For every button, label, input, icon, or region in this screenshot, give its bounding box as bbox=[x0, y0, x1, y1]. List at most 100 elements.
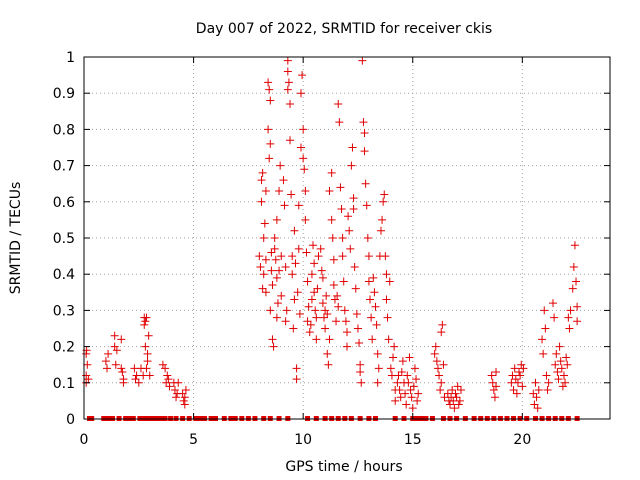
data-point-marker bbox=[563, 360, 572, 369]
data-point-marker bbox=[321, 306, 330, 315]
data-point-marker bbox=[290, 226, 299, 235]
data-point-marker bbox=[294, 244, 303, 253]
data-point-marker bbox=[283, 56, 292, 65]
data-point-marker bbox=[367, 313, 376, 322]
data-point-marker bbox=[509, 386, 518, 395]
data-point-marker bbox=[338, 234, 347, 242]
data-point-marker bbox=[314, 252, 323, 261]
data-point-marker bbox=[271, 255, 280, 264]
data-point-marker bbox=[318, 273, 327, 282]
data-point-marker bbox=[270, 244, 279, 253]
data-point-marker bbox=[517, 360, 526, 369]
data-point-marker bbox=[269, 342, 278, 351]
data-point-marker bbox=[317, 266, 326, 275]
data-point-marker bbox=[323, 310, 332, 319]
data-point-marker bbox=[321, 324, 330, 333]
data-point-marker bbox=[306, 320, 315, 329]
data-point-marker bbox=[490, 393, 499, 402]
data-point-marker bbox=[273, 299, 282, 308]
data-point-marker bbox=[143, 349, 152, 358]
data-point-marker bbox=[255, 252, 264, 261]
data-point-marker bbox=[309, 241, 318, 250]
data-point-marker bbox=[328, 234, 337, 242]
data-point-marker bbox=[454, 400, 463, 409]
data-point-marker bbox=[384, 335, 393, 344]
data-point-marker bbox=[489, 386, 498, 395]
data-point-marker bbox=[311, 306, 320, 315]
data-point-marker bbox=[370, 288, 379, 297]
data-point-marker bbox=[344, 212, 353, 221]
data-point-marker bbox=[360, 129, 369, 138]
data-point-marker bbox=[432, 357, 441, 366]
data-point-marker bbox=[145, 371, 154, 380]
y-tick-label: 0.4 bbox=[53, 267, 75, 283]
x-axis-title: GPS time / hours bbox=[285, 459, 402, 475]
data-point-marker bbox=[304, 302, 313, 311]
data-point-marker bbox=[356, 367, 365, 376]
data-point-marker bbox=[348, 143, 357, 152]
data-point-marker bbox=[289, 324, 298, 333]
x-tick-label: 10 bbox=[294, 432, 312, 448]
data-point-marker bbox=[294, 201, 303, 210]
data-point-marker bbox=[566, 306, 575, 315]
data-point-marker bbox=[343, 342, 351, 351]
data-point-marker bbox=[267, 266, 276, 275]
data-point-marker bbox=[280, 201, 289, 210]
axis-ticks bbox=[83, 56, 610, 420]
data-point-marker bbox=[335, 118, 344, 127]
data-point-marker bbox=[455, 396, 464, 405]
y-tick-label: 0.2 bbox=[53, 340, 75, 356]
data-point-marker bbox=[436, 386, 445, 395]
data-point-marker bbox=[143, 357, 152, 366]
data-point-marker bbox=[529, 389, 538, 398]
data-point-marker bbox=[272, 273, 281, 282]
data-point-marker bbox=[451, 389, 460, 398]
data-point-marker bbox=[303, 277, 312, 286]
data-point-marker bbox=[277, 291, 286, 300]
data-point-marker bbox=[554, 375, 563, 384]
data-point-marker bbox=[110, 342, 119, 351]
data-point-marker bbox=[346, 244, 355, 253]
data-point-marker bbox=[313, 284, 322, 293]
data-point-marker bbox=[361, 179, 370, 188]
data-points bbox=[82, 56, 582, 421]
y-axis-title: SRMTID / TECUs bbox=[8, 182, 24, 295]
data-point-marker bbox=[302, 248, 311, 257]
data-point-marker bbox=[366, 295, 375, 304]
data-point-marker bbox=[345, 226, 354, 235]
data-point-marker bbox=[450, 404, 459, 413]
data-point-marker bbox=[358, 56, 367, 65]
data-point-marker bbox=[413, 396, 422, 405]
data-point-marker bbox=[257, 176, 266, 185]
data-point-marker bbox=[552, 349, 561, 358]
data-point-marker bbox=[316, 244, 325, 253]
data-point-marker bbox=[562, 353, 571, 362]
data-point-marker bbox=[144, 331, 153, 340]
data-point-marker bbox=[349, 194, 358, 203]
data-point-marker bbox=[261, 255, 270, 264]
data-point-marker bbox=[256, 262, 265, 271]
data-point-marker bbox=[83, 360, 92, 369]
data-point-marker bbox=[101, 357, 110, 366]
data-point-marker bbox=[573, 317, 582, 326]
data-point-marker bbox=[516, 371, 525, 380]
data-point-marker bbox=[362, 201, 371, 210]
y-tick-label: 0.7 bbox=[53, 159, 75, 175]
data-point-marker bbox=[403, 371, 412, 380]
data-point-marker bbox=[376, 226, 385, 235]
data-point-marker bbox=[556, 357, 565, 366]
data-point-marker bbox=[341, 317, 350, 326]
data-point-marker bbox=[142, 364, 151, 373]
y-tick-label: 0.8 bbox=[53, 122, 75, 138]
data-point-marker bbox=[373, 378, 382, 387]
data-point-marker bbox=[140, 320, 149, 329]
data-point-marker bbox=[259, 270, 268, 279]
data-point-marker bbox=[180, 393, 189, 402]
data-point-marker bbox=[340, 306, 349, 315]
data-point-marker bbox=[307, 270, 316, 279]
data-point-marker bbox=[544, 378, 553, 387]
data-point-marker bbox=[305, 328, 314, 337]
data-point-marker bbox=[513, 378, 522, 387]
data-point-marker bbox=[296, 89, 305, 98]
data-point-marker bbox=[272, 313, 281, 322]
